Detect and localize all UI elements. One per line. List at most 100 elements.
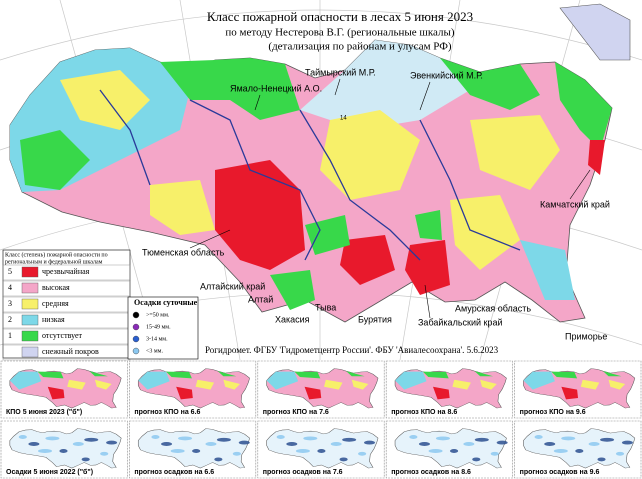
- region-label: Алтай: [248, 294, 273, 304]
- thumb-zone: [523, 371, 555, 390]
- thumb-precip: [161, 442, 173, 446]
- thumb-zone: [294, 371, 321, 379]
- legend-title: Класс (степень) пожарной опасности по: [5, 251, 108, 258]
- legend-swatch: [21, 346, 39, 358]
- precip-dot: [132, 335, 140, 343]
- region-label: Тюменская область: [142, 247, 225, 257]
- thumb-precip: [214, 457, 223, 462]
- thumbnail-caption: КПО 5 июня 2023 ("б"): [6, 408, 82, 416]
- legend-swatch: [21, 330, 39, 342]
- thumb-precip: [342, 437, 357, 442]
- precip-label: >=50 мм.: [146, 312, 170, 318]
- legend-label: средняя: [42, 299, 69, 308]
- thumb-precip: [600, 437, 615, 442]
- legend-class: 2: [8, 315, 12, 324]
- thumb-precip: [317, 449, 326, 453]
- thumb-zone: [608, 379, 626, 390]
- thumb-zone: [561, 386, 579, 400]
- leader: [334, 78, 341, 96]
- thumb-precip: [286, 442, 298, 446]
- russia-map: [9, 3, 631, 323]
- thumb-zone: [480, 379, 497, 390]
- thumb-precip: [435, 436, 450, 441]
- region-label: Камчатский край: [540, 199, 610, 209]
- precip-label: 15-49 мм.: [146, 324, 171, 330]
- thumb-precip: [597, 457, 606, 462]
- legend-row-box: [2, 280, 131, 297]
- thumb-precip: [621, 440, 633, 445]
- thumb-zone: [223, 379, 240, 390]
- legend-class: 4: [8, 283, 12, 292]
- legend-swatch: [21, 298, 39, 310]
- legend-swatch: [21, 282, 39, 294]
- thumb-precip: [358, 451, 367, 456]
- leader: [569, 169, 591, 200]
- thumb-precip: [276, 435, 285, 439]
- region-label: Забайкальский край: [418, 317, 502, 327]
- thumb-precip: [553, 449, 568, 453]
- thumb-precip: [474, 437, 489, 442]
- legend-label: высокая: [42, 283, 70, 292]
- thumb-precip: [232, 451, 241, 456]
- thumbnail-caption: прогноз осадков на 8.6: [391, 469, 471, 476]
- thumb-precip: [192, 449, 201, 453]
- legend-title: региональным и федеральной шкалам: [5, 258, 103, 265]
- thumbnail-caption: прогноз КПО на 6.6: [134, 409, 200, 416]
- region-label: Приморье: [565, 331, 607, 341]
- thumbnail-caption: прогноз осадков на 9.6: [520, 469, 600, 476]
- precip-dot: [132, 347, 140, 355]
- thumb-precip: [151, 435, 160, 439]
- source-note: Рогидромет. ФГБУ 'Гидрометцентр России'.…: [205, 345, 499, 355]
- thumb-precip: [544, 442, 556, 446]
- thumb-precip: [205, 442, 217, 446]
- thumb-zone: [603, 371, 622, 377]
- thumb-precip: [575, 449, 584, 453]
- thumbnail-caption: прогноз КПО на 7.6: [263, 409, 329, 416]
- thumb-zone: [395, 371, 427, 390]
- region-label: 14: [340, 116, 347, 122]
- region-label: Алтайский край: [200, 281, 265, 291]
- precip-label: <3 мм.: [146, 348, 163, 354]
- thumbnail-caption: прогноз осадков на 6.6: [134, 469, 214, 476]
- thumb-zone: [176, 386, 193, 400]
- thumbnail-map: [266, 428, 379, 469]
- region-labels: Таймырский М.Р. Эвенкийский М.Р. Ямало-Н…: [142, 67, 610, 341]
- thumbnail-caption: Осадки 5 июня 2022 ("б"): [6, 468, 93, 476]
- precip-legend-box: [127, 296, 199, 360]
- thumb-precip: [18, 435, 27, 439]
- leader: [419, 81, 431, 111]
- map-subtitle: (детализация по районам и улусам РФ): [268, 41, 452, 53]
- thumb-zone: [474, 371, 494, 377]
- thumb-zone: [351, 379, 369, 390]
- region-label: Хакасия: [275, 314, 310, 324]
- thumb-precip: [170, 449, 185, 453]
- thumbnail-map: [394, 368, 507, 409]
- region-label: Ямало-Ненецкий А.О.: [230, 83, 322, 93]
- thumb-zone: [422, 371, 449, 379]
- thumb-precip: [100, 451, 109, 456]
- thumb-zone: [47, 386, 65, 400]
- thumb-precip: [463, 442, 475, 446]
- thumb-zone: [432, 386, 450, 400]
- thumb-zone: [452, 379, 471, 390]
- precip-dot: [132, 311, 140, 319]
- legend-label: снежный покров: [42, 347, 99, 356]
- thumbnail-map: [137, 428, 250, 469]
- thumb-precip: [81, 457, 90, 462]
- thumb-zone: [67, 379, 86, 390]
- thumb-zone: [37, 371, 64, 379]
- thumb-zone: [195, 379, 215, 390]
- thumb-zone: [94, 379, 112, 390]
- legend-label: отсутствует: [42, 331, 83, 340]
- thumb-precip: [295, 449, 310, 453]
- thumb-zone: [324, 379, 343, 390]
- thumb-precip: [106, 440, 118, 445]
- precip-label: 3-14 мм.: [146, 336, 168, 342]
- thumb-precip: [615, 451, 625, 456]
- region-label: Эвенкийский М.Р.: [410, 70, 483, 80]
- region-label: Тыва: [315, 302, 336, 312]
- thumb-precip: [238, 440, 250, 445]
- thumb-precip: [449, 449, 459, 453]
- thumb-precip: [37, 449, 53, 453]
